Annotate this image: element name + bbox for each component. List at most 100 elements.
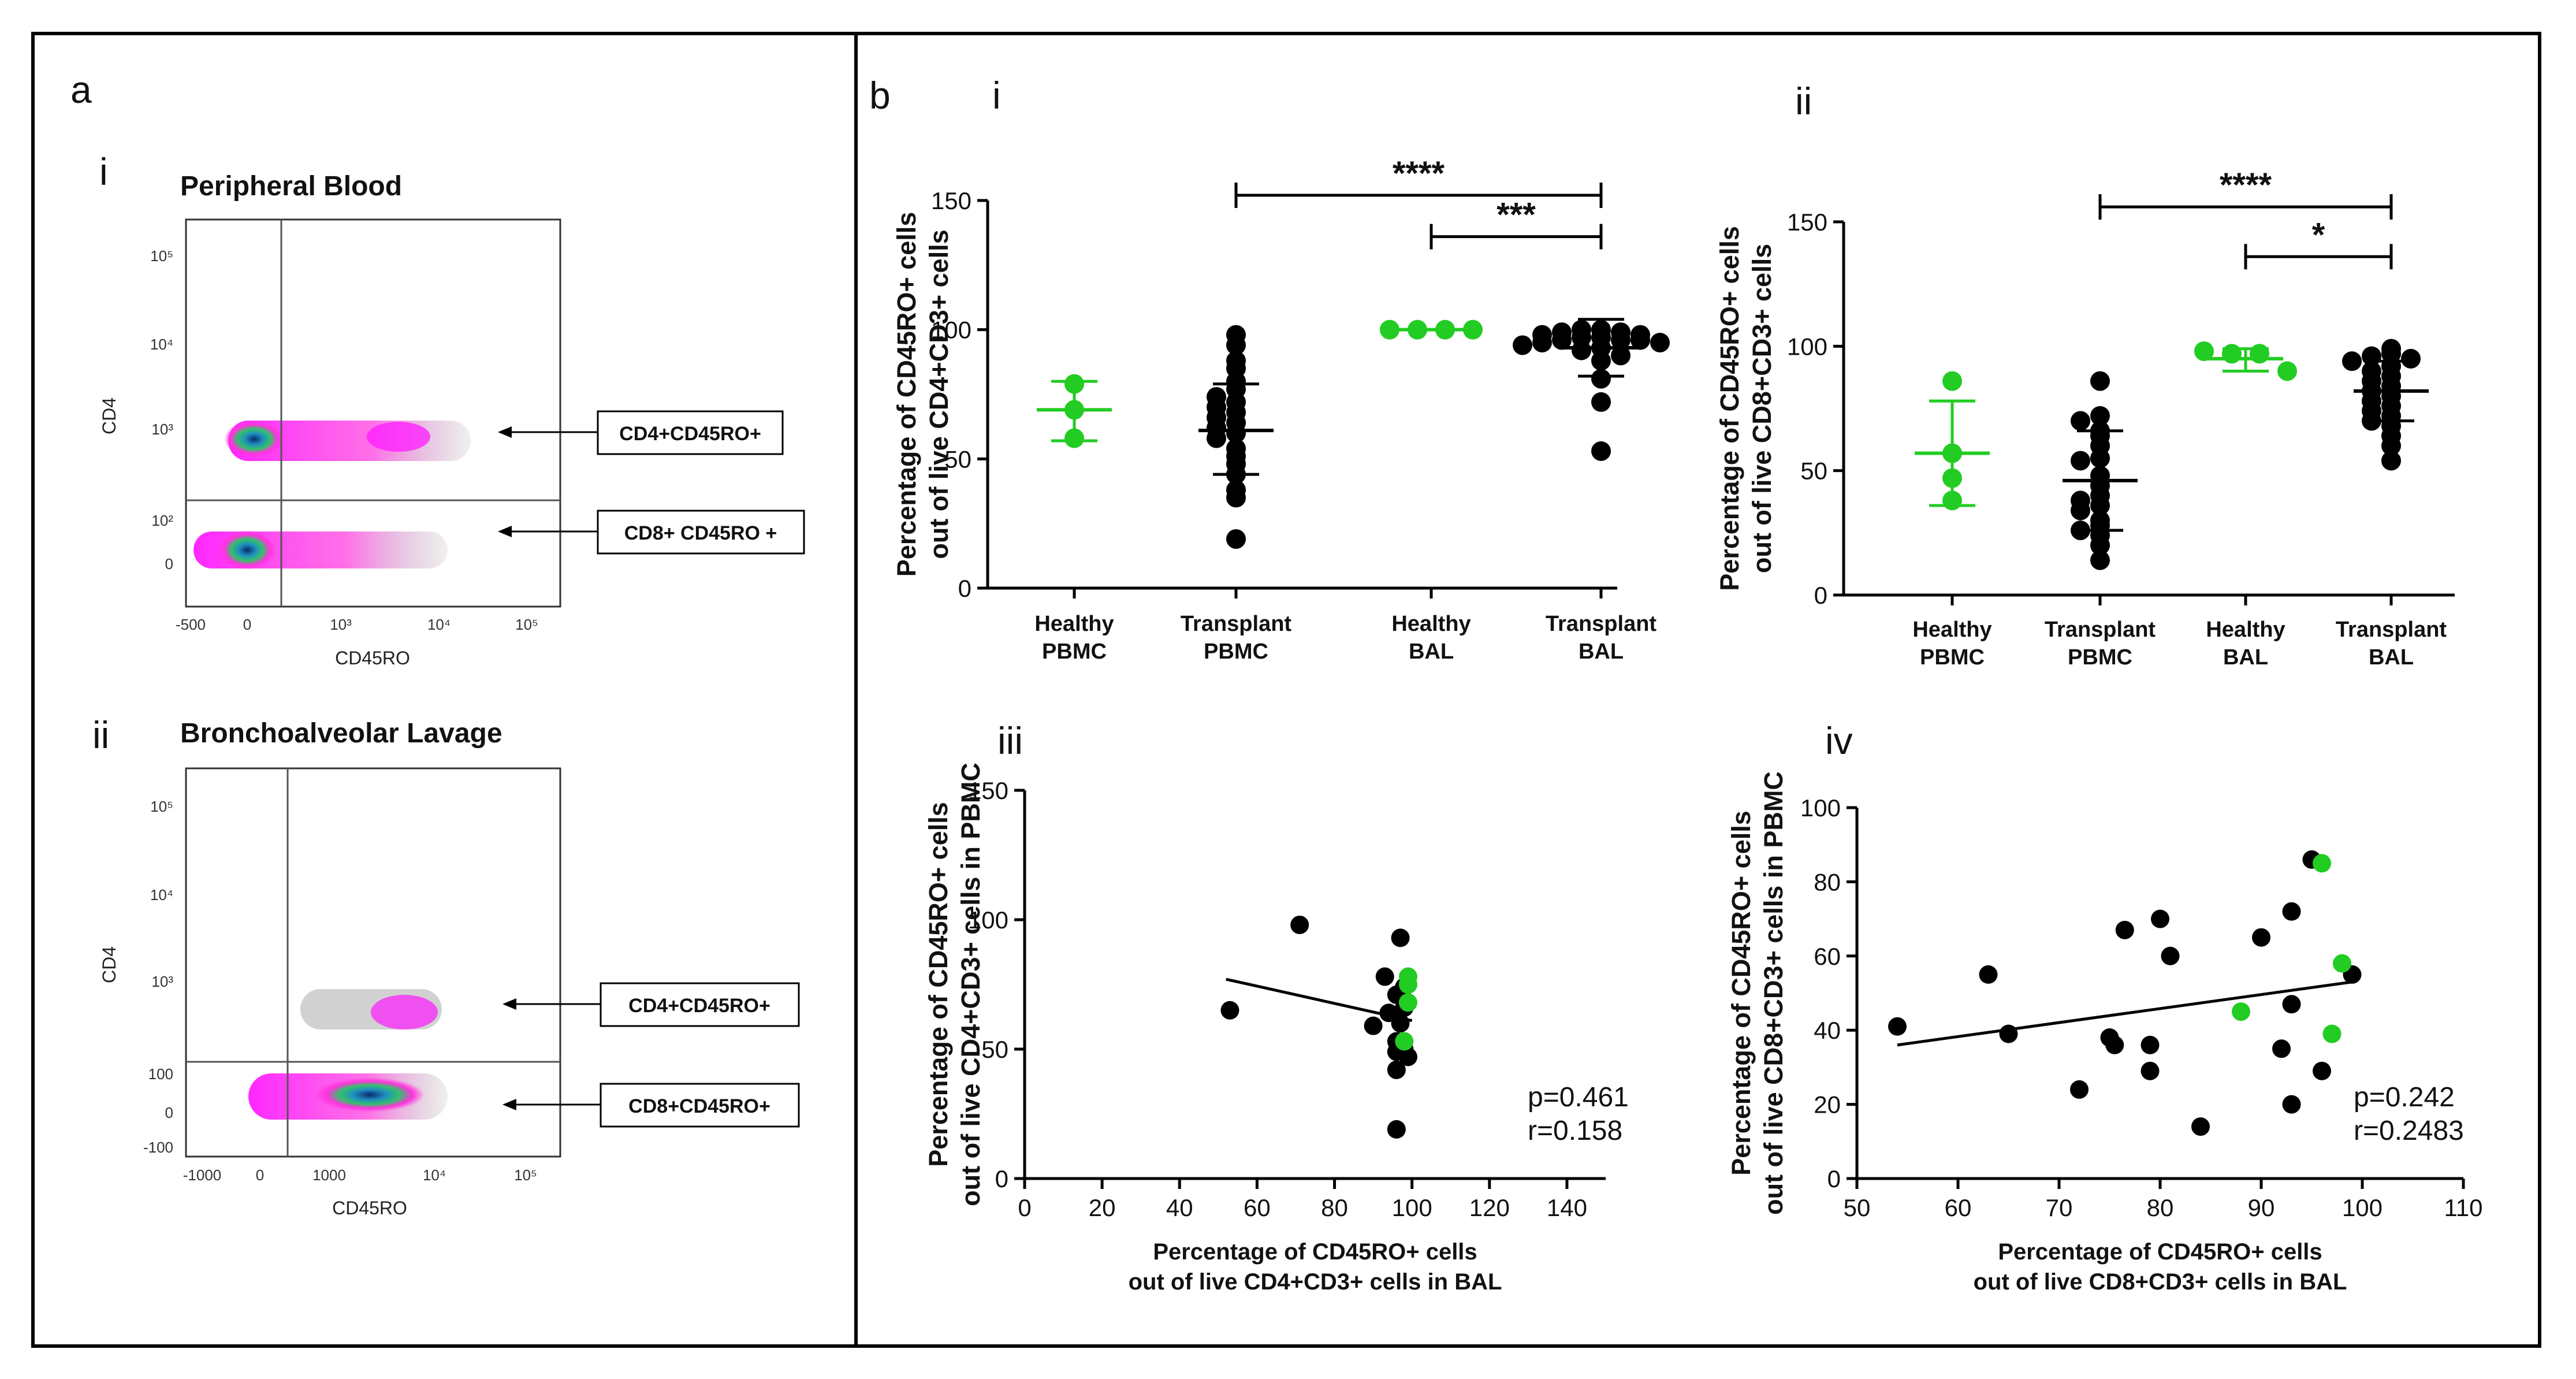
y-axis-title: Percentage of CD45RO+ cells out of live C…: [924, 763, 985, 1206]
data-point: [1631, 330, 1650, 350]
chart-iii-label: iii: [997, 719, 1023, 762]
y-axis-title-line: Percentage of CD45RO+ cells: [892, 212, 921, 577]
panel-b-label: b: [869, 74, 891, 117]
x-tick-label: 140: [1547, 1194, 1587, 1221]
data-point: [2333, 954, 2351, 973]
data-point: [1226, 529, 1246, 549]
x-tick-label: 100: [2342, 1194, 2383, 1221]
flow-ii-ytick: -100: [143, 1139, 173, 1156]
data-point: [1387, 1120, 1406, 1139]
x-tick-label: 40: [1166, 1194, 1193, 1221]
gate-arrow-head: [498, 426, 512, 438]
flow-i-xtick: 10³: [330, 616, 352, 633]
flow-i-label: i: [99, 150, 108, 193]
flow-ii-gate-upper: CD4+CD45RO+: [502, 982, 800, 1027]
flow-ii-upper-cluster: [371, 995, 438, 1029]
x-category-label: PBMC: [1920, 645, 1985, 670]
data-point: [2071, 411, 2090, 431]
x-category-label: Healthy: [2206, 618, 2285, 642]
flow-i-title: Peripheral Blood: [180, 171, 402, 202]
gate-arrow-head: [498, 526, 512, 537]
flow-ii-ytick: 10⁵: [150, 798, 173, 815]
regression-line: [1226, 977, 1413, 1023]
data-point: [2115, 920, 2134, 939]
y-axis-title: Percentage of CD45RO+ cells out of live C…: [892, 212, 954, 577]
data-point: [2342, 351, 2362, 371]
data-point: [2090, 406, 2110, 426]
flow-ii-xtick: 0: [256, 1166, 264, 1184]
data-point: [1391, 928, 1410, 947]
y-tick-label: 40: [1814, 1017, 1841, 1044]
flow-ii-xtick: 1000: [312, 1166, 346, 1184]
y-axis-title-line: out of live CD4+CD3+ cells in PBMC: [956, 763, 985, 1206]
y-tick-label: 100: [931, 317, 971, 344]
y-axis-title-line: out of live CD8+CD3+ cells: [1747, 244, 1777, 573]
data-point: [2071, 500, 2090, 521]
flow-ii-xaxis-label: CD45RO: [332, 1198, 407, 1218]
data-point: [2141, 1061, 2160, 1080]
data-point: [1220, 1001, 1239, 1020]
flow-i-lower-highdensity: [218, 530, 276, 570]
flow-ii-xtick: 10⁵: [514, 1166, 537, 1184]
flow-i-ytick: 10³: [151, 421, 173, 438]
data-point: [1532, 333, 1552, 353]
data-point: [1611, 330, 1631, 350]
outer-frame: [31, 32, 2541, 1348]
x-category-label: Healthy: [1034, 612, 1114, 636]
flow-i-xtick: 10⁵: [515, 616, 538, 633]
data-point: [1375, 967, 1394, 986]
data-point: [2381, 451, 2401, 471]
y-tick-label: 150: [1787, 209, 1827, 236]
data-point: [1226, 335, 1246, 355]
x-tick-label: 80: [2147, 1194, 2174, 1221]
data-point: [1226, 488, 1246, 508]
y-axis-title-line: Percentage of CD45RO+ cells: [924, 802, 953, 1167]
flow-i-x-ticks: -500 0 10³ 10⁴ 10⁵: [176, 616, 538, 633]
y-tick-label: 0: [1814, 582, 1827, 609]
flow-ii-y-ticks: 10⁵ 10⁴ 10³ 100 0 -100: [143, 798, 173, 1156]
gate-label-text: CD8+CD45RO+: [628, 1095, 770, 1117]
flow-i-y-ticks: 10⁵ 10⁴ 10³ 10² 0: [150, 247, 173, 573]
chart-ii-label: ii: [1795, 80, 1812, 122]
data-point: [2090, 535, 2110, 555]
x-tick-label: 60: [1244, 1194, 1271, 1221]
y-tick-label: 20: [1814, 1091, 1841, 1118]
data-point: [2161, 946, 2180, 965]
flow-ii-gate-lower: CD8+CD45RO+: [502, 1083, 800, 1128]
data-point: [1591, 369, 1611, 389]
x-axis-title-line: Percentage of CD45RO+ cells: [1153, 1239, 1477, 1265]
data-point: [1979, 965, 1998, 984]
data-point: [2105, 1035, 2124, 1054]
y-tick-label: 50: [1800, 458, 1827, 485]
x-tick-label: 100: [1392, 1194, 1432, 1221]
x-axis-title-line: out of live CD8+CD3+ cells in BAL: [1974, 1269, 2347, 1295]
flow-i-upper-right-cluster: [367, 422, 430, 452]
flow-i-upper-highdensity: [224, 421, 284, 458]
data-point: [1888, 1017, 1907, 1036]
x-category-label: PBMC: [2068, 645, 2132, 670]
y-tick-label: 80: [1814, 868, 1841, 895]
stat-annotation: p=0.461: [1528, 1082, 1629, 1113]
x-tick-label: 80: [1321, 1194, 1348, 1221]
data-point: [2381, 436, 2401, 456]
y-tick-label: 150: [968, 777, 1008, 804]
data-point: [2151, 909, 2169, 928]
y-tick-label: 50: [981, 1036, 1008, 1063]
y-axis-title: Percentage of CD45RO+ cells out of live C…: [1715, 226, 1777, 591]
data-point: [1380, 319, 1399, 340]
data-point: [2070, 1080, 2089, 1099]
data-point: [2141, 1035, 2160, 1054]
sig-label: ****: [2220, 166, 2272, 204]
x-category-label: BAL: [1579, 640, 1624, 664]
x-tick-label: 20: [1089, 1194, 1116, 1221]
flow-ii-ytick: 10⁴: [150, 886, 173, 904]
gate-label-box: [597, 510, 805, 555]
data-point: [2277, 361, 2297, 381]
data-point: [2322, 1024, 2342, 1043]
sig-label: ***: [1497, 196, 1536, 234]
x-category-label: Transplant: [1546, 612, 1656, 636]
data-point: [2401, 348, 2421, 369]
data-point: [1290, 915, 1309, 934]
y-tick-label: 50: [944, 445, 971, 473]
